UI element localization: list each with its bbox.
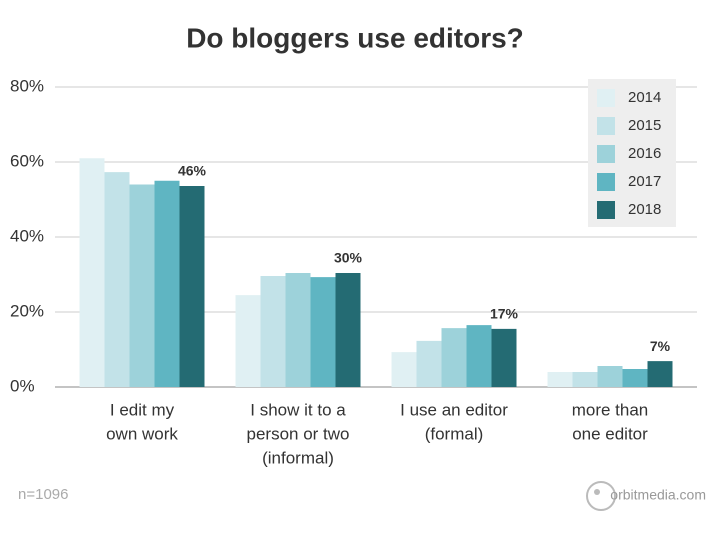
- legend-swatch: [597, 145, 615, 163]
- logo: [586, 481, 616, 511]
- chart-title: Do bloggers use editors?: [186, 22, 524, 53]
- bar: [391, 352, 417, 387]
- bar: [416, 340, 442, 387]
- legend-label: 2018: [628, 201, 661, 218]
- bar: [622, 369, 648, 387]
- y-tick-label: 60%: [10, 151, 44, 170]
- y-tick-label: 20%: [10, 301, 44, 320]
- bar: [466, 325, 492, 387]
- legend-label: 2015: [628, 117, 661, 134]
- bar: [285, 273, 311, 387]
- x-tick-label: (formal): [425, 424, 484, 443]
- sample-note: n=1096: [18, 486, 68, 503]
- x-tick-label: I use an editor: [400, 400, 508, 419]
- y-tick-label: 80%: [10, 76, 44, 95]
- bar: [235, 295, 261, 387]
- y-tick-label: 0%: [10, 376, 35, 395]
- bar: [129, 184, 155, 387]
- x-tick-label: I show it to a: [250, 400, 346, 419]
- legend-swatch: [597, 117, 615, 135]
- bar: [647, 361, 673, 387]
- bar: [310, 277, 336, 387]
- bar: [572, 372, 598, 387]
- legend-swatch: [597, 173, 615, 191]
- legend-label: 2016: [628, 145, 661, 162]
- bar: [441, 328, 467, 387]
- bar: [179, 186, 205, 387]
- bar: [104, 172, 130, 387]
- legend-label: 2014: [628, 89, 661, 106]
- legend-swatch: [597, 89, 615, 107]
- bar-annotation: 46%: [178, 163, 207, 179]
- source: orbitmedia.com: [610, 487, 706, 503]
- y-tick-label: 40%: [10, 226, 44, 245]
- bar-annotation: 30%: [334, 250, 363, 266]
- legend-label: 2017: [628, 173, 661, 190]
- bar: [547, 372, 573, 387]
- bar: [260, 276, 286, 387]
- bar: [491, 328, 517, 387]
- bar: [335, 273, 361, 387]
- x-tick-label: person or two: [247, 424, 350, 443]
- bar: [597, 366, 623, 387]
- x-tick-label: (informal): [262, 448, 334, 467]
- logo-dot: [594, 489, 600, 495]
- bar: [79, 158, 105, 387]
- x-tick-label: own work: [106, 424, 178, 443]
- bar: [154, 180, 180, 387]
- bar-annotation: 17%: [490, 306, 519, 322]
- legend-swatch: [597, 201, 615, 219]
- x-tick-label: more than: [572, 400, 649, 419]
- bar-annotation: 7%: [650, 338, 671, 354]
- x-tick-label: one editor: [572, 424, 648, 443]
- x-tick-label: I edit my: [110, 400, 175, 419]
